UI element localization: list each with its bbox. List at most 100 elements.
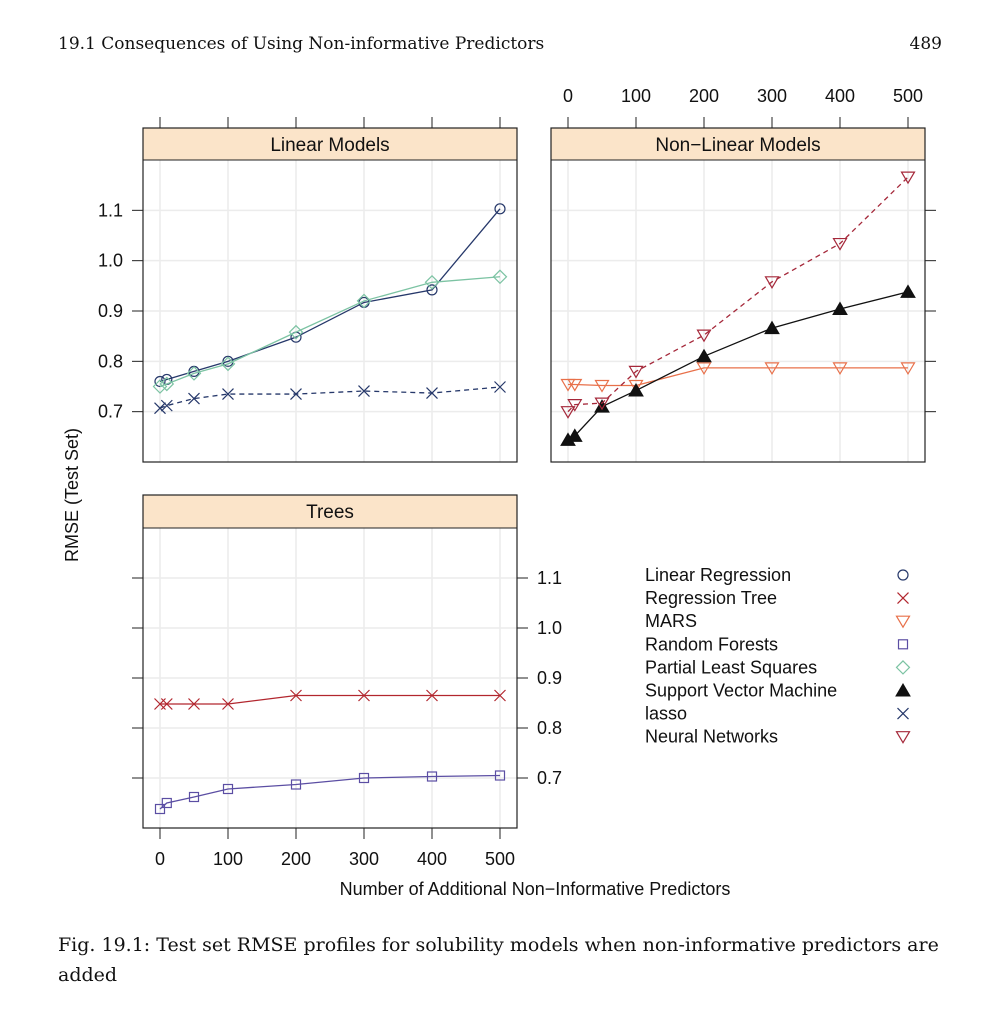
data-point <box>696 348 712 363</box>
data-point <box>188 791 200 803</box>
axes: 0.7 0.8 0.9 1.0 1.1 0.7 0.8 0.9 1.0 1.1 0 100 200 300… <box>62 86 936 899</box>
page-number: 489 <box>909 34 942 54</box>
data-point <box>160 698 173 710</box>
y-tick-label: 0.7 <box>98 402 123 422</box>
data-point <box>186 366 202 381</box>
x-tick-label: 300 <box>349 849 379 869</box>
data-point <box>764 362 780 376</box>
series-lasso <box>154 381 506 415</box>
legend-label: lasso <box>645 704 687 724</box>
data-point <box>566 428 583 442</box>
legend-marker <box>895 731 911 744</box>
legend-item: lasso <box>645 704 909 724</box>
data-point <box>492 269 508 285</box>
data-point <box>188 698 200 710</box>
legend-label: Random Forests <box>645 634 778 654</box>
y-axis-label: RMSE (Test Set) <box>62 428 82 562</box>
data-point <box>764 276 780 289</box>
data-point <box>290 689 302 702</box>
series-line <box>568 367 908 387</box>
legend-marker <box>897 569 909 581</box>
legend-item: Neural Networks <box>645 727 911 747</box>
x-tick-label: 0 <box>563 86 573 106</box>
data-point <box>628 379 644 393</box>
y-tick-label: 1.1 <box>98 200 123 220</box>
panel-title: Linear Models <box>270 135 389 156</box>
data-point <box>426 387 438 399</box>
legend-item: Regression Tree <box>645 588 909 608</box>
data-point <box>696 329 712 343</box>
series-line <box>159 208 501 383</box>
data-point <box>494 689 506 702</box>
data-point <box>160 399 173 412</box>
panel-frame <box>142 494 518 829</box>
data-point <box>628 383 644 397</box>
legend-item: MARS <box>645 611 911 631</box>
data-point <box>900 362 916 376</box>
data-point <box>560 406 576 419</box>
data-point <box>152 379 168 394</box>
legend-marker <box>895 683 911 697</box>
panel-0: Linear Models <box>142 127 518 463</box>
x-tick-label: 0 <box>155 849 165 869</box>
running-head: 19.1 Consequences of Using Non-informati… <box>58 34 942 54</box>
legend-label: Linear Regression <box>645 565 791 585</box>
series-support-vector-machine <box>560 284 916 446</box>
y-tick-label: 1.0 <box>98 251 123 271</box>
data-point <box>222 698 234 710</box>
data-point <box>832 237 848 251</box>
y-tick-label: 1.1 <box>537 568 562 588</box>
data-point <box>358 689 370 702</box>
data-point <box>494 770 506 781</box>
panel-frame <box>550 127 926 463</box>
series-line <box>567 291 909 441</box>
data-point <box>594 397 610 411</box>
data-point <box>358 385 370 397</box>
x-tick-label: 100 <box>213 849 243 869</box>
legend-marker <box>897 639 909 650</box>
data-point <box>154 803 166 815</box>
data-point <box>628 365 644 379</box>
data-point <box>426 771 438 782</box>
series-mars <box>560 362 916 393</box>
legend-label: Regression Tree <box>645 588 777 608</box>
legend-label: Partial Least Squares <box>645 657 817 677</box>
series-line <box>159 276 501 388</box>
series-linear-regression <box>154 203 506 388</box>
legend-label: MARS <box>645 611 697 631</box>
y-tick-label: 0.8 <box>98 351 123 371</box>
series-line <box>160 694 500 705</box>
data-point <box>356 293 372 309</box>
legend-label: Neural Networks <box>645 727 778 747</box>
legend-label: Support Vector Machine <box>645 681 837 701</box>
data-point <box>494 381 506 393</box>
x-tick-label: 500 <box>485 849 515 869</box>
panel-1: Non−Linear Models <box>550 127 926 463</box>
series-partial-least-squares <box>152 269 508 394</box>
x-axis-label: Number of Additional Non−Informative Pre… <box>340 879 731 899</box>
data-point <box>567 378 583 392</box>
series-line <box>159 386 501 409</box>
legend-marker <box>895 660 911 675</box>
legend-item: Partial Least Squares <box>645 657 911 677</box>
panel-frame <box>142 127 518 463</box>
x-tick-label: 400 <box>825 86 855 106</box>
data-point <box>494 203 506 215</box>
series-line <box>159 774 501 810</box>
panel-title: Trees <box>306 502 354 523</box>
series-regression-tree <box>154 689 506 710</box>
data-point <box>290 779 302 790</box>
section-title: 19.1 Consequences of Using Non-informati… <box>58 34 545 54</box>
data-point <box>154 402 166 415</box>
y-tick-label: 0.7 <box>537 768 562 788</box>
series-neural-networks <box>560 171 916 419</box>
data-point <box>161 797 172 809</box>
data-point <box>764 320 780 335</box>
panel-strip <box>550 127 926 161</box>
y-tick-label: 0.9 <box>98 301 123 321</box>
data-point <box>288 324 304 340</box>
data-point <box>222 783 234 795</box>
x-tick-label: 200 <box>281 849 311 869</box>
legend-marker <box>895 615 911 629</box>
